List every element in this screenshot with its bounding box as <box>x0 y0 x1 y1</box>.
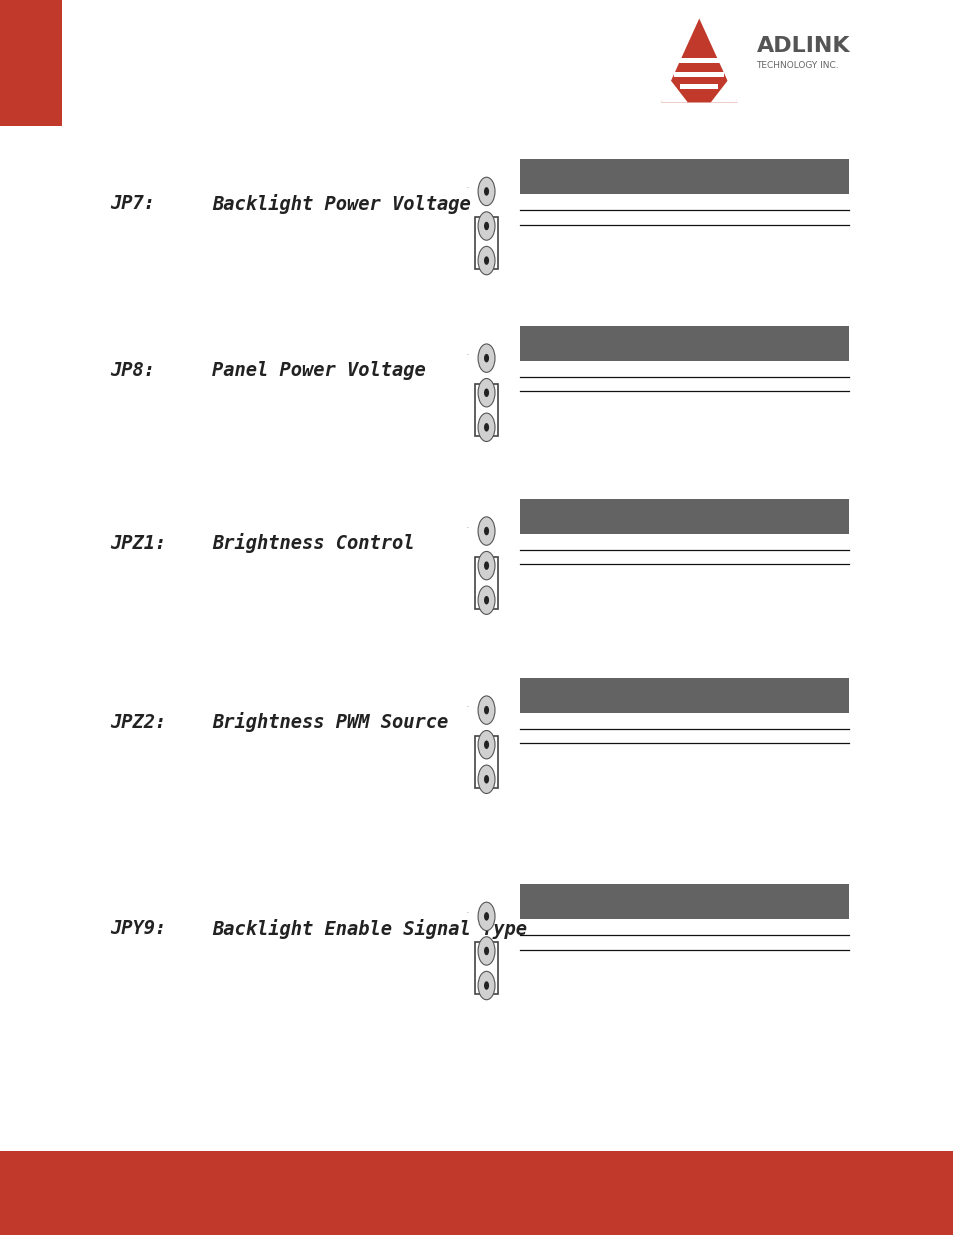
Text: JPZ2:: JPZ2: <box>110 713 166 732</box>
Ellipse shape <box>477 177 495 206</box>
Text: Backlight Power Voltage: Backlight Power Voltage <box>212 194 470 214</box>
FancyBboxPatch shape <box>674 72 723 77</box>
Ellipse shape <box>483 913 489 920</box>
Ellipse shape <box>483 354 489 362</box>
Ellipse shape <box>477 902 495 931</box>
Text: .: . <box>465 520 469 530</box>
Text: Backlight Enable Signal Type: Backlight Enable Signal Type <box>212 919 526 939</box>
Ellipse shape <box>477 731 495 758</box>
Polygon shape <box>660 19 737 103</box>
Text: .: . <box>465 699 469 709</box>
FancyBboxPatch shape <box>519 499 848 534</box>
Text: ADLINK: ADLINK <box>756 36 849 56</box>
Text: JP8:: JP8: <box>110 361 154 380</box>
Ellipse shape <box>477 345 495 373</box>
Ellipse shape <box>483 741 489 748</box>
Text: .: . <box>465 180 469 190</box>
Ellipse shape <box>483 947 489 955</box>
Ellipse shape <box>477 247 495 275</box>
Ellipse shape <box>483 562 489 569</box>
Ellipse shape <box>477 551 495 580</box>
Ellipse shape <box>477 766 495 794</box>
Ellipse shape <box>477 212 495 241</box>
FancyBboxPatch shape <box>0 1151 953 1235</box>
Text: JPY9:: JPY9: <box>110 919 166 939</box>
Ellipse shape <box>477 971 495 1000</box>
Text: JPZ1:: JPZ1: <box>110 534 166 553</box>
Text: Brightness Control: Brightness Control <box>212 534 414 553</box>
FancyBboxPatch shape <box>669 58 728 63</box>
Ellipse shape <box>483 424 489 431</box>
Ellipse shape <box>483 597 489 604</box>
FancyBboxPatch shape <box>0 0 62 126</box>
Ellipse shape <box>483 188 489 195</box>
Ellipse shape <box>483 776 489 783</box>
Ellipse shape <box>477 414 495 442</box>
Polygon shape <box>660 78 687 103</box>
Ellipse shape <box>483 257 489 264</box>
FancyBboxPatch shape <box>519 159 848 194</box>
Ellipse shape <box>483 982 489 989</box>
FancyBboxPatch shape <box>519 326 848 361</box>
Ellipse shape <box>483 222 489 230</box>
FancyBboxPatch shape <box>519 884 848 919</box>
Text: .: . <box>465 905 469 915</box>
Text: Brightness PWM Source: Brightness PWM Source <box>212 713 448 732</box>
Text: TECHNOLOGY INC.: TECHNOLOGY INC. <box>756 61 839 70</box>
Ellipse shape <box>477 936 495 966</box>
Ellipse shape <box>483 706 489 714</box>
Ellipse shape <box>477 697 495 724</box>
Ellipse shape <box>483 389 489 396</box>
Text: Panel Power Voltage: Panel Power Voltage <box>212 361 425 380</box>
Polygon shape <box>710 78 737 103</box>
FancyBboxPatch shape <box>519 678 848 713</box>
Text: JP7:: JP7: <box>110 194 154 214</box>
Ellipse shape <box>477 587 495 615</box>
Ellipse shape <box>477 516 495 546</box>
Ellipse shape <box>483 527 489 535</box>
FancyBboxPatch shape <box>679 84 718 89</box>
Ellipse shape <box>477 379 495 408</box>
Text: .: . <box>465 347 469 357</box>
